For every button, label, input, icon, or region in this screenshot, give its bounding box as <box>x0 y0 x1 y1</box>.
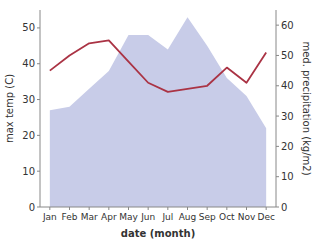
y2-tick <box>276 207 279 208</box>
y-tick <box>37 171 40 172</box>
area <box>50 17 266 207</box>
x-tick <box>246 207 247 210</box>
y2-axis-line <box>276 10 277 207</box>
x-tick-label: Dec <box>257 212 274 222</box>
y2-tick-label: 0 <box>281 202 287 213</box>
y-tick-label: 40 <box>22 58 35 69</box>
x-tick-label: May <box>119 212 138 222</box>
x-tick <box>148 207 149 210</box>
x-tick <box>49 207 50 210</box>
y2-tick <box>276 85 279 86</box>
chart: 010203040500102030405060JanFebMarAprMayJ… <box>0 0 318 243</box>
chart-container: 010203040500102030405060JanFebMarAprMayJ… <box>0 0 318 243</box>
y2-tick <box>276 116 279 117</box>
x-tick-label: Apr <box>101 212 117 222</box>
y-tick <box>37 207 40 208</box>
y-tick-label: 10 <box>22 166 35 177</box>
x-tick-label: Jun <box>140 212 155 222</box>
y2-tick-label: 60 <box>281 20 294 31</box>
x-tick-label: Sep <box>199 212 216 222</box>
x-tick-label: Jan <box>42 212 57 222</box>
y-axis-line <box>40 10 41 207</box>
y-tick <box>37 99 40 100</box>
x-axis-label: date (month) <box>121 228 195 239</box>
y-tick-label: 50 <box>22 22 35 33</box>
x-tick-label: Nov <box>238 212 256 222</box>
line <box>50 40 266 92</box>
x-tick <box>128 207 129 210</box>
y-tick-label: 20 <box>22 130 35 141</box>
x-tick <box>69 207 70 210</box>
y2-tick-label: 30 <box>281 111 294 122</box>
y-axis-label: max temp (C) <box>4 74 15 143</box>
y2-tick-label: 20 <box>281 141 294 152</box>
x-tick-label: Oct <box>219 212 235 222</box>
y-tick-label: 0 <box>29 202 35 213</box>
y2-tick <box>276 55 279 56</box>
y2-tick <box>276 25 279 26</box>
y2-tick-label: 40 <box>281 80 294 91</box>
x-tick <box>167 207 168 210</box>
x-tick-label: Jul <box>161 212 173 222</box>
y2-tick-label: 10 <box>281 171 294 182</box>
y2-tick-label: 50 <box>281 50 294 61</box>
x-tick-label: Feb <box>62 212 78 222</box>
y-tick-label: 30 <box>22 94 35 105</box>
x-tick <box>187 207 188 210</box>
y-tick <box>37 135 40 136</box>
x-tick <box>266 207 267 210</box>
plot-area <box>50 17 266 207</box>
x-tick <box>226 207 227 210</box>
x-tick <box>108 207 109 210</box>
y2-axis-label: med. precipitation (kg/m2) <box>301 41 312 175</box>
x-tick-label: Mar <box>81 212 98 222</box>
y-tick <box>37 27 40 28</box>
x-tick-label: Aug <box>179 212 197 222</box>
x-tick <box>89 207 90 210</box>
x-axis-line <box>40 207 276 208</box>
y-tick <box>37 63 40 64</box>
y2-tick <box>276 146 279 147</box>
y2-tick <box>276 176 279 177</box>
x-tick <box>207 207 208 210</box>
